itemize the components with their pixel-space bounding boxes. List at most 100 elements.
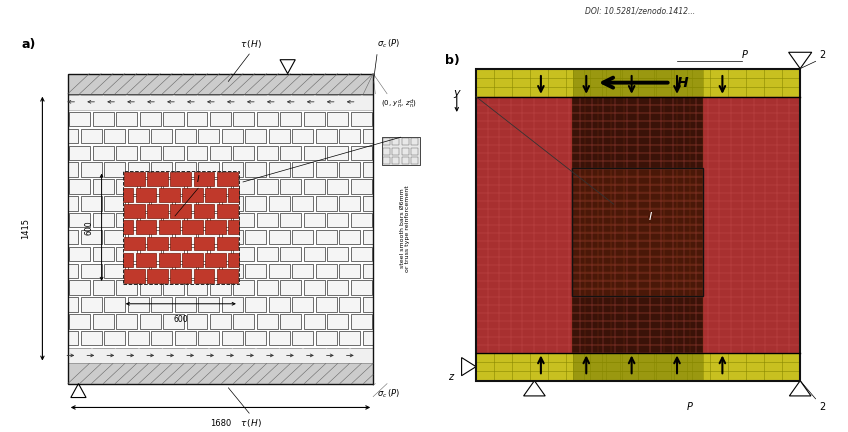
Bar [151,162,172,177]
Bar [92,247,114,261]
Bar [151,129,172,143]
Text: I: I [197,175,199,184]
Bar [68,331,78,346]
Bar [411,157,419,164]
Bar [222,264,243,278]
Bar [351,146,371,160]
Text: z: z [449,372,454,382]
Bar [81,95,102,109]
Bar [70,314,90,329]
Bar [573,353,703,381]
Bar [187,213,208,227]
Bar [70,247,90,261]
Bar [293,230,313,244]
Bar [293,95,313,109]
Bar [140,348,160,362]
Text: H: H [677,76,689,90]
Bar [222,230,243,244]
Text: P: P [742,50,748,60]
Bar [304,146,325,160]
Bar [327,314,349,329]
Bar [233,213,254,227]
Bar [140,213,160,227]
Bar [140,314,160,329]
Bar [92,348,114,362]
Bar [140,112,160,126]
Bar [175,196,196,210]
Bar [257,314,278,329]
Bar [257,179,278,194]
Bar [572,97,703,353]
Bar [124,172,145,186]
Bar [151,297,172,312]
Bar [245,129,266,143]
Text: $(0,\,y^d_n,\,z^d_n)$: $(0,\,y^d_n,\,z^d_n)$ [381,98,416,111]
Text: 600: 600 [84,220,93,235]
Bar [92,112,114,126]
Bar [233,314,254,329]
Bar [315,297,337,312]
Bar [159,188,180,202]
Bar [163,314,184,329]
Bar [393,157,399,164]
Bar [281,280,301,295]
Text: 1415: 1415 [21,218,30,239]
Text: b): b) [445,54,460,67]
Bar [128,331,148,346]
Bar [116,247,137,261]
Bar [175,297,196,312]
Bar [198,331,219,346]
Bar [104,196,126,210]
Bar [68,348,373,363]
Bar [210,146,231,160]
Bar [222,196,243,210]
Bar [68,363,373,384]
Bar [573,69,703,97]
Bar [304,213,325,227]
Bar [68,95,78,109]
Bar [245,95,266,109]
Bar [304,179,325,194]
Bar [257,348,278,362]
Bar [293,331,313,346]
Bar [476,353,801,381]
Bar [210,314,231,329]
Bar [116,179,137,194]
Text: $\tau\,(H)$: $\tau\,(H)$ [240,38,262,50]
Bar [572,168,703,296]
Bar [175,264,196,278]
Bar [123,171,239,284]
Bar [245,297,266,312]
Text: $\sigma_c\,(P)$: $\sigma_c\,(P)$ [377,37,400,50]
Bar [163,247,184,261]
Bar [315,196,337,210]
Bar [205,220,226,234]
Bar [351,280,371,295]
Bar [269,95,290,109]
Bar [159,253,180,267]
Bar [198,95,219,109]
Bar [104,95,126,109]
Bar [315,264,337,278]
Bar [222,95,243,109]
Bar [81,264,102,278]
Bar [210,247,231,261]
Bar [187,280,208,295]
Bar [198,264,219,278]
Bar [198,297,219,312]
Bar [476,69,801,381]
Bar [205,188,226,202]
Bar [128,230,148,244]
Bar [193,204,215,218]
Bar [293,297,313,312]
Bar [210,179,231,194]
Bar [222,331,243,346]
Bar [327,112,349,126]
Bar [393,138,399,145]
Bar [175,230,196,244]
Bar [393,148,399,155]
Text: $\sigma_c\,(P)$: $\sigma_c\,(P)$ [377,388,400,400]
Bar [193,269,215,283]
Bar [68,264,78,278]
Bar [68,162,78,177]
